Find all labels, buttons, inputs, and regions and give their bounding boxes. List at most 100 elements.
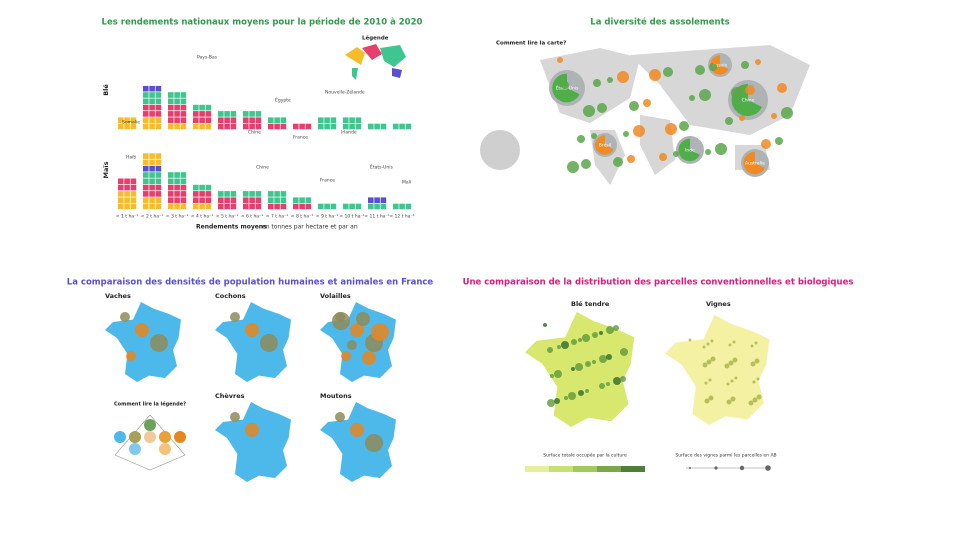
waffle-cell bbox=[168, 172, 174, 178]
density-patch bbox=[350, 323, 364, 337]
callout: France bbox=[320, 178, 335, 184]
waffle-cell bbox=[355, 123, 362, 130]
waffle-cell bbox=[149, 159, 155, 166]
parcel-dot bbox=[728, 360, 734, 366]
waffle-cell bbox=[243, 203, 249, 210]
callout: Pays-Bas bbox=[197, 55, 218, 61]
waffle-cell bbox=[249, 111, 255, 117]
small-circle bbox=[623, 131, 629, 137]
map-title: Vaches bbox=[105, 292, 131, 300]
waffle-cell bbox=[193, 184, 199, 191]
density-patch bbox=[245, 423, 259, 437]
waffle-cell bbox=[155, 85, 162, 92]
small-circle bbox=[665, 123, 677, 135]
legend-dot bbox=[739, 465, 745, 471]
waffle-cell bbox=[280, 123, 287, 130]
density-patch bbox=[230, 412, 240, 422]
waffle-cell bbox=[168, 104, 174, 111]
parcel-dot bbox=[554, 370, 562, 378]
waffle-cell bbox=[143, 104, 149, 111]
density-patch bbox=[135, 323, 149, 337]
waffle-cell bbox=[249, 117, 255, 123]
density-patch bbox=[371, 323, 389, 341]
france-map bbox=[320, 302, 396, 382]
x-label: < 2 t ha⁻¹ bbox=[141, 214, 164, 220]
waffle-cell bbox=[280, 203, 287, 210]
waffle-cell bbox=[218, 123, 224, 130]
parcel-dot bbox=[578, 338, 582, 342]
callout: Haïti bbox=[126, 155, 136, 161]
small-circle bbox=[775, 137, 783, 145]
callout: Chine bbox=[256, 165, 269, 171]
waffle-cell bbox=[255, 191, 262, 197]
waffle-cell bbox=[149, 172, 155, 178]
waffle-cell bbox=[180, 191, 187, 197]
waffle-cell bbox=[143, 92, 149, 98]
waffle-cell bbox=[143, 191, 149, 197]
small-circle bbox=[597, 103, 607, 113]
legend-dot bbox=[765, 465, 771, 471]
waffle-cell bbox=[143, 123, 149, 130]
waffle-cell bbox=[330, 203, 337, 210]
parcel-dot bbox=[547, 347, 553, 353]
parcel-dot bbox=[613, 325, 619, 331]
waffle-cell bbox=[168, 191, 174, 197]
waffle-cell bbox=[124, 191, 130, 197]
waffle-cell bbox=[380, 197, 387, 203]
crop-share bbox=[678, 138, 700, 162]
waffle-cell bbox=[280, 197, 287, 203]
parcel-dot bbox=[732, 357, 738, 363]
x-label: < 3 t ha⁻¹ bbox=[166, 214, 189, 220]
parcel-dot bbox=[702, 362, 708, 368]
waffle-cell bbox=[168, 123, 174, 130]
callout: Égypte bbox=[275, 96, 291, 104]
waffle-cell bbox=[255, 117, 262, 123]
panel-title: Une comparaison de la distribution des p… bbox=[463, 278, 854, 288]
waffle-cell bbox=[155, 172, 162, 178]
reading-circle bbox=[480, 130, 520, 170]
density-patch bbox=[245, 323, 259, 337]
parcel-dot bbox=[750, 344, 754, 348]
waffle-cell bbox=[374, 203, 380, 210]
parcel-dot bbox=[706, 359, 712, 365]
parcel-dot bbox=[708, 378, 712, 382]
small-circle bbox=[577, 135, 585, 143]
waffle-cell bbox=[149, 98, 155, 105]
waffle-cell bbox=[130, 184, 137, 191]
waffle-cell bbox=[124, 117, 130, 123]
waffle-cell bbox=[218, 117, 224, 123]
waffle-cell bbox=[330, 117, 337, 123]
waffle-cell bbox=[243, 191, 249, 197]
waffle-cell bbox=[255, 111, 262, 117]
map-title: Chèvres bbox=[215, 392, 245, 400]
waffle-cell bbox=[224, 111, 230, 117]
france-map bbox=[665, 315, 770, 425]
waffle-cell bbox=[368, 197, 374, 203]
legend-title: Légende bbox=[362, 35, 389, 42]
waffle-cell bbox=[124, 197, 130, 203]
waffle-cell bbox=[130, 117, 137, 123]
parcel-dot bbox=[568, 392, 576, 400]
waffle-cell bbox=[205, 111, 212, 117]
waffle-cell bbox=[243, 197, 249, 203]
waffle-cell bbox=[143, 203, 149, 210]
waffle-cell bbox=[305, 123, 312, 130]
parcel-dot bbox=[606, 326, 614, 334]
waffle-cell bbox=[180, 178, 187, 185]
circle-label: Inde bbox=[685, 148, 695, 154]
waffle-cell bbox=[180, 98, 187, 105]
parcel-dot bbox=[706, 342, 710, 346]
waffle-cell bbox=[380, 123, 387, 130]
waffle-cell bbox=[193, 203, 199, 210]
parcel-dot bbox=[710, 356, 716, 362]
waffle-cell bbox=[155, 159, 162, 166]
waffle-cell bbox=[174, 123, 180, 130]
legend-swatch bbox=[597, 466, 621, 472]
waffle-cell bbox=[230, 123, 237, 130]
waffle-cell bbox=[299, 197, 305, 203]
small-circle bbox=[725, 117, 733, 125]
waffle-cell bbox=[168, 178, 174, 185]
waffle-cell bbox=[149, 104, 155, 111]
waffle-cell bbox=[280, 117, 287, 123]
waffle-cell bbox=[174, 104, 180, 111]
